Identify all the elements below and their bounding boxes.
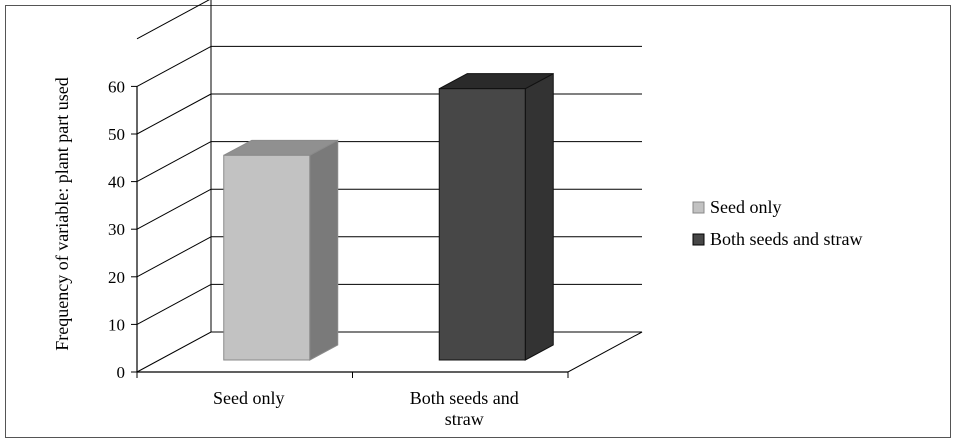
gridline-side (136, 283, 212, 325)
bar-2 (438, 72, 554, 361)
gridline-side (136, 0, 210, 40)
gridlines (136, 0, 642, 325)
chart-walls (136, 0, 643, 373)
y-tick-label: 50 (108, 125, 125, 144)
y-tick-label: 60 (108, 77, 125, 96)
bar-front (223, 154, 311, 361)
y-tick-label: 20 (108, 268, 125, 287)
gridline-side (136, 236, 212, 278)
gridline-side (136, 141, 212, 183)
axes (131, 85, 569, 378)
x-tick-label: straw (445, 409, 484, 429)
y-tick-label: 0 (117, 363, 126, 382)
x-tick-label: Both seeds and (410, 388, 519, 408)
bar-front (438, 88, 526, 361)
x-tick-label: Seed only (213, 388, 285, 408)
y-tick-labels: 0 10 20 30 40 50 60 (108, 77, 125, 382)
legend-label: Both seeds and straw (710, 229, 862, 249)
bars (223, 72, 554, 361)
gridline-side (136, 45, 212, 87)
legend-label: Seed only (710, 197, 782, 217)
bar-side (309, 139, 339, 361)
y-tick-label: 30 (108, 220, 125, 239)
y-tick-label: 10 (108, 315, 125, 334)
chart-floor (136, 331, 643, 373)
bar-1 (223, 139, 339, 361)
legend-swatch (692, 233, 705, 246)
bar-side (524, 72, 554, 361)
legend: Seed only Both seeds and straw (692, 197, 862, 249)
y-tick-label: 40 (108, 173, 125, 192)
gridline-side (136, 188, 212, 230)
y-axis-label: Frequency of variable: plant part used (52, 77, 72, 350)
gridline-side (136, 93, 212, 135)
legend-swatch (692, 201, 705, 214)
